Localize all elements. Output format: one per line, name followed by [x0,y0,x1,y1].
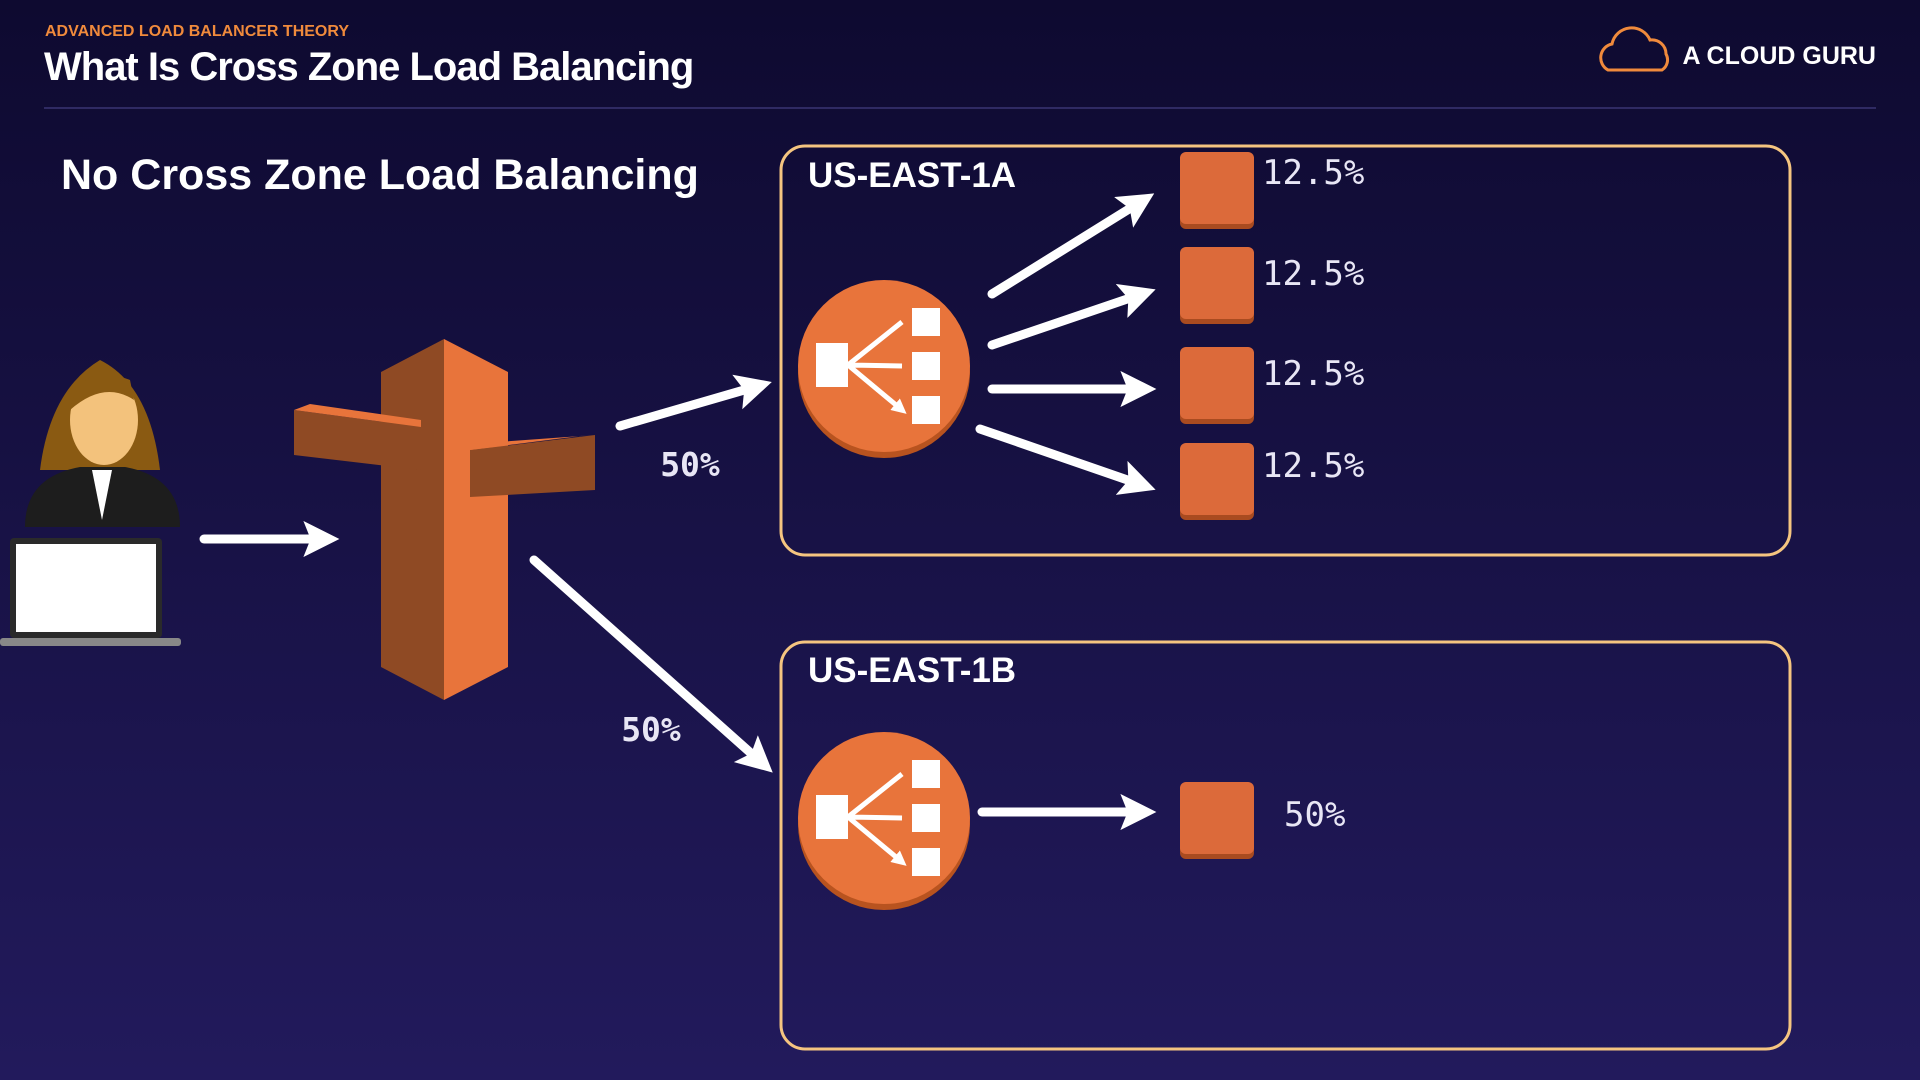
target-share: 12.5% [1262,254,1364,294]
target-share: 12.5% [1262,354,1364,394]
load-balancer-icon [798,732,970,910]
arrow [615,374,772,431]
instance [1180,782,1254,859]
brand-logo [1599,26,1670,72]
instance [1180,443,1254,520]
target-share: 12.5% [1262,153,1364,193]
instance [1180,247,1254,324]
kicker: ADVANCED LOAD BALANCER THEORY [45,23,349,40]
target-share: 50% [1284,795,1345,835]
brand-name: A CLOUD GURU [1682,42,1876,70]
zone-box [779,144,1792,557]
zone-box [779,640,1792,1051]
flow-label: 50% [660,445,720,484]
user-icon [25,360,180,527]
subtitle: No Cross Zone Load Balancing [61,151,699,199]
slide-title: What Is Cross Zone Load Balancing [44,45,693,89]
instance [1180,152,1254,229]
zone-label: US-EAST-1B [808,651,1016,690]
flow-label: 50% [621,710,681,749]
arrow [975,424,1156,495]
instance [1180,347,1254,424]
cloud-icon [1599,26,1670,72]
target-share: 12.5% [1262,446,1364,486]
arrow [529,555,773,773]
zone-label: US-EAST-1A [808,156,1016,195]
load-balancer-icon [798,280,970,458]
arrow [987,193,1155,299]
laptop-icon [0,538,181,646]
route53-icon [294,339,595,700]
arrow [987,283,1156,350]
